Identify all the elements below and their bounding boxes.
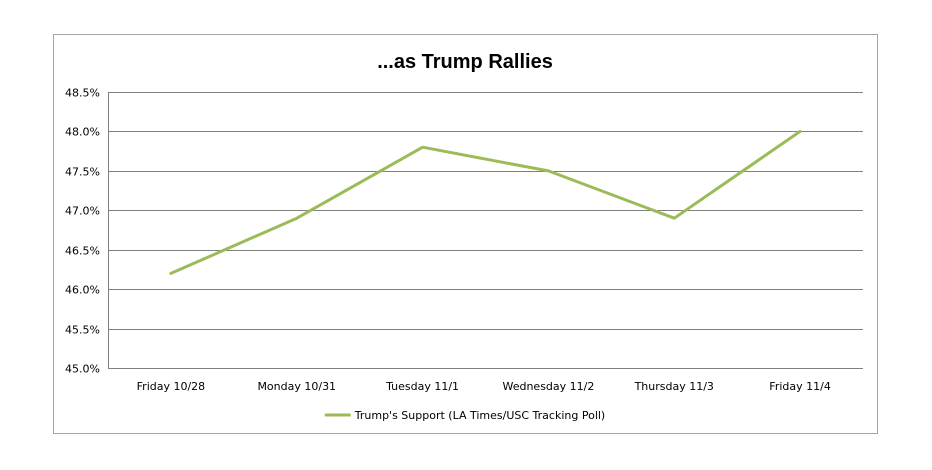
x-tick-label: Thursday 11/3 — [634, 380, 714, 393]
x-tick-label: Friday 10/28 — [137, 380, 206, 393]
x-tick-label: Wednesday 11/2 — [502, 380, 594, 393]
y-axis: 45.0% 45.5% 46.0% 46.5% 47.0% 47.5% 48.0% 48.5% — [65, 87, 109, 376]
legend-label: Trump's Support (LA Times/USC Tracking P… — [354, 409, 605, 422]
x-axis: Friday 10/28 Monday 10/31 Tuesday 11/1 Wedn… — [137, 380, 831, 393]
x-tick-label: Friday 11/4 — [769, 380, 831, 393]
chart-title: ...as Trump Rallies — [377, 51, 553, 73]
x-tick-label: Monday 10/31 — [257, 380, 336, 393]
y-tick-label: 47.5% — [65, 166, 100, 179]
y-tick-label: 45.0% — [65, 363, 100, 376]
series-lines — [169, 129, 802, 275]
series-line — [169, 129, 802, 275]
chart-area — [53, 34, 878, 434]
y-tick-label: 45.5% — [65, 324, 100, 337]
y-tick-label: 46.5% — [65, 245, 100, 258]
y-tick-label: 48.0% — [65, 126, 100, 139]
y-tick-label: 46.0% — [65, 284, 100, 297]
y-tick-label: 48.5% — [65, 87, 100, 100]
gridlines — [108, 92, 863, 369]
legend: Trump's Support (LA Times/USC Tracking P… — [324, 409, 605, 422]
x-tick-label: Tuesday 11/1 — [385, 380, 459, 393]
y-tick-label: 47.0% — [65, 205, 100, 218]
